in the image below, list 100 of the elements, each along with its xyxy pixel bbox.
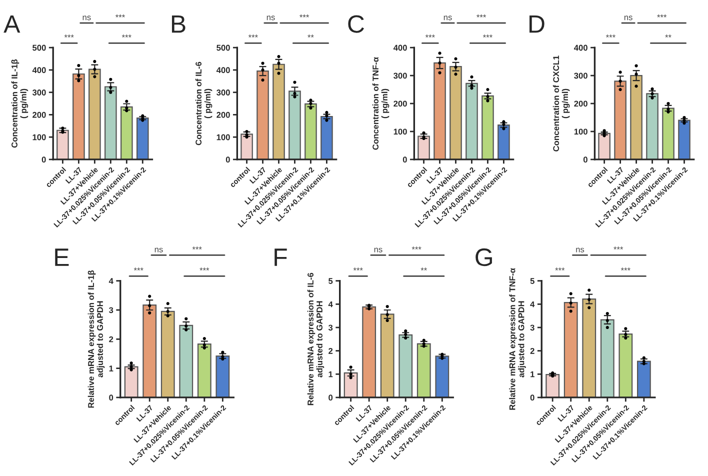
text: ***	[64, 34, 74, 38]
y-tick-label: 300	[574, 72, 588, 79]
y-tick-label: 2	[328, 348, 333, 354]
text: **	[665, 34, 672, 38]
y-tick-label: 1	[530, 371, 534, 378]
bar	[304, 103, 317, 160]
y-tick-label: 300	[32, 90, 46, 96]
y-tick-label: 300	[394, 72, 407, 79]
bar	[344, 372, 358, 398]
bar	[240, 134, 253, 160]
bar	[216, 356, 230, 398]
bar	[142, 304, 157, 398]
chart-title: E	[55, 248, 69, 266]
text: ***	[476, 14, 486, 18]
text: ***	[425, 34, 435, 38]
bar	[662, 108, 674, 160]
bar	[124, 366, 138, 398]
text: ***	[122, 34, 132, 38]
chart-title: B	[172, 15, 186, 33]
text: ns	[624, 16, 632, 20]
chart-title: A	[4, 15, 20, 33]
bar	[618, 333, 633, 398]
text: **	[308, 34, 314, 38]
bar	[546, 374, 560, 398]
bar	[636, 360, 651, 398]
bar	[600, 319, 614, 398]
bar	[434, 62, 446, 160]
y-axis-title: Relative mRNA expression of IL-1β adjusted to GAPDH	[88, 270, 105, 408]
y-tick-label: 200	[394, 100, 407, 107]
bar	[450, 66, 462, 160]
text: ***	[134, 268, 144, 270]
y-tick-label: 0	[42, 156, 46, 163]
y-tick-label: 100	[394, 128, 407, 135]
y-tick-label: 2	[530, 348, 534, 354]
bar	[104, 86, 117, 160]
text: ***	[200, 268, 210, 270]
bar	[136, 118, 149, 160]
text: ***	[116, 14, 125, 18]
y-tick-label: 500	[216, 44, 230, 51]
bar	[362, 306, 376, 398]
bar	[88, 68, 101, 160]
y-axis-title: Concentration of IL-6 ( pg/ml)	[195, 62, 212, 146]
chart-title: F	[274, 248, 287, 266]
chart-title: G	[476, 248, 492, 266]
y-tick-label: 4	[108, 278, 114, 284]
bar	[466, 82, 478, 160]
chart-title: C	[348, 15, 364, 33]
bar	[418, 136, 430, 160]
text: ***	[555, 268, 565, 270]
text: ***	[248, 34, 258, 38]
y-axis-title: Concentration of TNF-α ( pg/ml)	[372, 57, 390, 150]
bar	[120, 106, 133, 160]
y-tick-label: 2	[109, 336, 114, 342]
bar	[72, 73, 85, 160]
y-axis-title: Concentration of IL-1β ( pg/ml)	[11, 59, 28, 148]
y-axis-title: Relative mRNA expression of TNF-α adjusted to GAPDH	[509, 268, 526, 410]
y-tick-label: 1	[109, 366, 114, 372]
bar	[272, 64, 285, 160]
bar	[598, 132, 610, 160]
text: ns	[266, 16, 275, 20]
text: ns	[576, 248, 584, 252]
text: ***	[657, 14, 667, 18]
y-tick-label: 100	[216, 134, 230, 140]
y-tick-label: 0	[402, 156, 407, 163]
bar	[179, 324, 194, 398]
bar	[288, 90, 301, 160]
text: ***	[614, 246, 624, 250]
text: ***	[412, 246, 422, 250]
bar	[160, 310, 175, 398]
bar	[256, 70, 269, 160]
text: ns	[82, 16, 91, 20]
text: ***	[192, 246, 202, 250]
y-axis-title: Relative mRNA expression of IL-6 adjusted to GAPDH	[307, 272, 324, 406]
y-tick-label: 0	[226, 156, 230, 163]
text: ***	[300, 14, 310, 18]
bar	[646, 93, 658, 160]
text: ***	[606, 34, 616, 38]
y-tick-label: 400	[216, 67, 230, 74]
bar	[398, 334, 413, 398]
y-tick-label: 500	[32, 44, 46, 51]
y-tick-label: 3	[328, 324, 333, 331]
bar	[435, 356, 450, 398]
y-tick-label: 0	[109, 394, 114, 401]
bar	[320, 116, 333, 160]
y-tick-label: 400	[32, 67, 46, 74]
text: ns	[154, 248, 163, 252]
y-tick-label: 3	[530, 324, 534, 331]
bar	[56, 130, 69, 160]
text: ns	[374, 248, 382, 252]
y-tick-label: 4	[328, 301, 333, 308]
y-tick-label: 400	[393, 44, 407, 51]
y-tick-label: 100	[32, 134, 46, 140]
y-tick-label: 200	[216, 112, 230, 118]
bar	[630, 75, 642, 160]
bar	[564, 302, 578, 398]
y-tick-label: 5	[328, 278, 333, 284]
text: ***	[482, 34, 492, 38]
text: ***	[353, 268, 363, 270]
y-tick-label: 100	[574, 128, 588, 135]
bar	[678, 120, 690, 160]
